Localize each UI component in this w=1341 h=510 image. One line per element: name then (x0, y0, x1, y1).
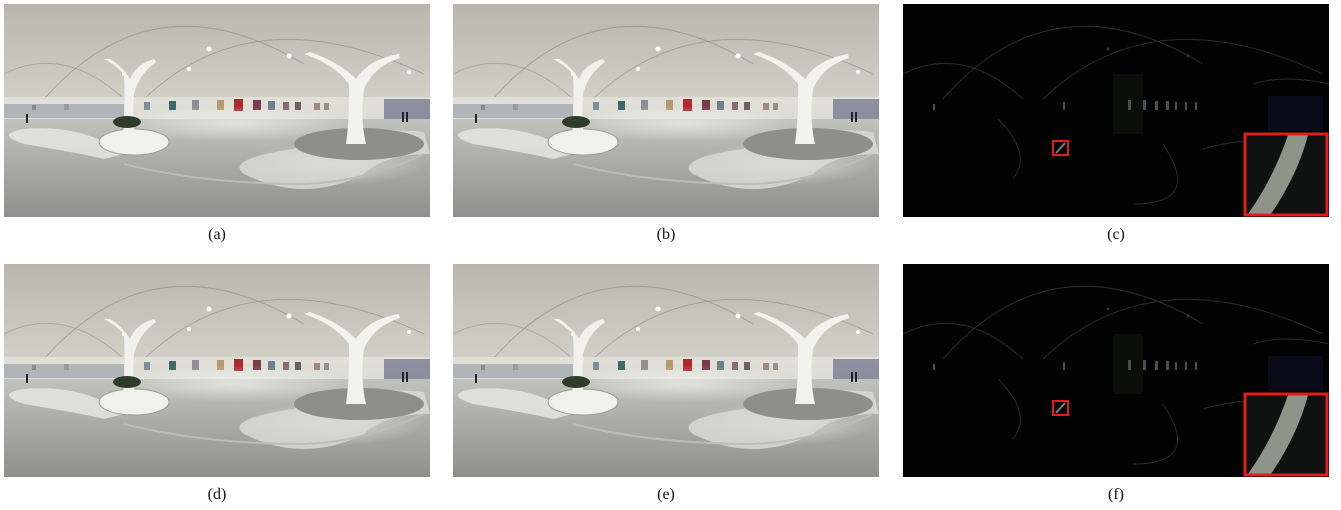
panel-b-image (453, 4, 879, 217)
caption-e: (e) (657, 486, 675, 503)
panorama-image-d (4, 264, 430, 477)
caption-f: (f) (1108, 486, 1124, 503)
caption-c: (c) (1107, 226, 1125, 243)
caption-d: (d) (207, 486, 227, 503)
panel-d-image (4, 264, 430, 477)
panel-e-image (453, 264, 879, 477)
panorama-image-a (4, 4, 430, 217)
difference-map-c (903, 4, 1329, 217)
caption-b: (b) (656, 226, 676, 243)
panorama-image-b (453, 4, 879, 217)
difference-map-f (903, 264, 1329, 477)
panorama-image-e (453, 264, 879, 477)
panel-c-image (903, 4, 1329, 217)
panel-f-image (903, 264, 1329, 477)
panel-a-image (4, 4, 430, 217)
caption-a: (a) (208, 226, 226, 243)
